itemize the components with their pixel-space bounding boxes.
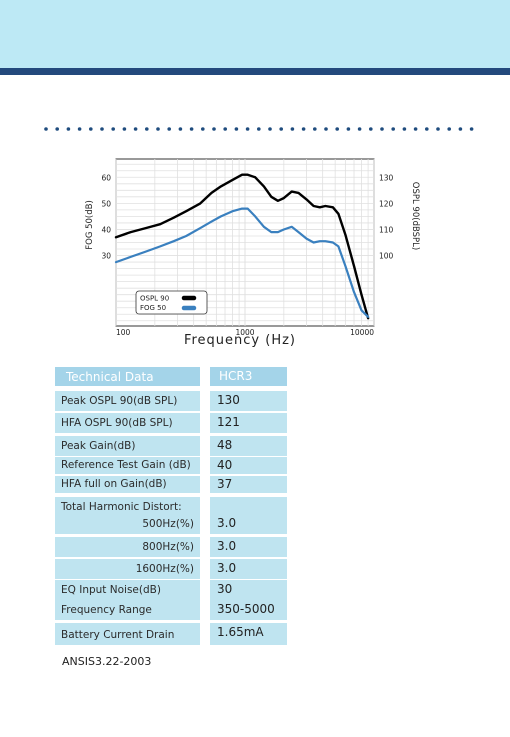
divider-dot [89, 127, 93, 131]
divider-dot [402, 127, 407, 131]
y-left-tick-label: 40 [101, 225, 111, 234]
divider-dot [212, 127, 216, 131]
spec-label: Battery Current Drain [55, 623, 200, 645]
divider-dot [245, 127, 250, 131]
divider-dot [189, 127, 194, 131]
spec-label: Peak OSPL 90(dB SPL) [55, 391, 200, 411]
top-banner [0, 0, 510, 68]
spec-value: 48 [210, 436, 287, 456]
table-header-model: HCR3 [210, 367, 287, 386]
y-axis-label-left: FOG 50(dB) [85, 200, 95, 250]
spec-label: Reference Test Gain (dB) [55, 457, 200, 474]
y-left-tick-label: 30 [101, 252, 111, 261]
divider-dot [257, 127, 261, 131]
divider-dot [469, 127, 474, 131]
chart-series-lines [114, 173, 370, 320]
x-tick-label: 10000 [350, 328, 374, 337]
y-right-tick-label: 120 [379, 199, 394, 208]
divider-dot [313, 127, 317, 131]
spec-value: 1.65mA [210, 623, 287, 645]
spec-label: EQ Input Noise(dB) [55, 580, 200, 600]
divider-dot [66, 127, 71, 131]
divider-dot [290, 127, 295, 131]
divider-dot [167, 127, 171, 131]
divider-dot [156, 127, 160, 131]
divider-dot [425, 127, 429, 131]
series-line-fog50 [114, 207, 370, 318]
spec-value: 3.0 [210, 537, 287, 557]
divider-dot [55, 127, 59, 131]
spec-label: Peak Gain(dB) [55, 436, 200, 456]
divider-dot [301, 127, 306, 131]
spec-value: 3.0 [210, 514, 287, 534]
x-axis-tick-labels: 100 1000 10000 [116, 328, 374, 337]
y-right-tick-label: 110 [379, 225, 394, 234]
y-left-tick-label: 60 [101, 173, 111, 182]
spec-label: HFA OSPL 90(dB SPL) [55, 413, 200, 433]
chart-legend: OSPL 90 FOG 50 [135, 290, 208, 315]
divider-dot [100, 127, 104, 131]
divider-dot [122, 127, 127, 131]
spec-value: 130 [210, 391, 287, 411]
top-accent-bar [0, 68, 510, 75]
spec-label: Total Harmonic Distort: [55, 497, 200, 517]
divider-dot [413, 127, 418, 131]
divider-dot [44, 127, 48, 131]
divider-dot [268, 127, 272, 131]
y-axis-label-right: OSPL 90(dBSPL) [410, 182, 420, 250]
divider-dot [335, 127, 340, 131]
frequency-response-chart: 30 40 50 60 100 110 120 130 100 1000 10000 Freque… [85, 158, 420, 348]
series-line-ospl90 [114, 173, 370, 320]
divider-dot [357, 127, 362, 131]
spec-label: Frequency Range [55, 600, 200, 620]
spec-value: 121 [210, 413, 287, 433]
divider-dot [133, 127, 138, 131]
dotted-divider [44, 127, 474, 131]
spec-label: 1600Hz(%) [55, 559, 200, 579]
divider-dot [178, 127, 183, 131]
divider-dot [111, 127, 115, 131]
divider-dot [380, 127, 384, 131]
divider-dot [324, 127, 328, 131]
spec-value: 3.0 [210, 559, 287, 579]
divider-dot [458, 127, 463, 131]
spec-value [210, 497, 287, 517]
y-axis-tick-labels: 30 40 50 60 100 110 120 130 [101, 173, 393, 260]
divider-dot [223, 127, 227, 131]
divider-dot [346, 127, 351, 131]
table-header-label: Technical Data [55, 367, 200, 386]
spec-label: 500Hz(%) [55, 514, 200, 534]
divider-dot [234, 127, 239, 131]
divider-dot [369, 127, 373, 131]
x-axis-label: Frequency (Hz) [184, 333, 296, 348]
spec-value: 30 [210, 580, 287, 600]
divider-dot [447, 127, 452, 131]
legend-label-ospl: OSPL 90 [140, 295, 169, 303]
spec-value: 350-5000 [210, 600, 287, 620]
y-left-tick-label: 50 [101, 199, 111, 208]
divider-dot [279, 127, 283, 131]
y-right-tick-label: 100 [379, 252, 394, 261]
spec-value: 37 [210, 476, 287, 493]
divider-dot [145, 127, 149, 131]
divider-dot [77, 127, 82, 131]
x-tick-label: 100 [116, 328, 131, 337]
y-right-tick-label: 130 [379, 173, 394, 182]
spec-label: HFA full on Gain(dB) [55, 476, 200, 493]
chart-grid [115, 159, 375, 326]
x-tick-label: 1000 [235, 328, 254, 337]
divider-dot [391, 127, 396, 131]
standard-note: ANSIS3.22-2003 [62, 655, 152, 668]
divider-dot [201, 127, 205, 131]
spec-value: 40 [210, 457, 287, 474]
legend-label-fog: FOG 50 [140, 304, 166, 312]
divider-dot [436, 127, 440, 131]
spec-label: 800Hz(%) [55, 537, 200, 557]
